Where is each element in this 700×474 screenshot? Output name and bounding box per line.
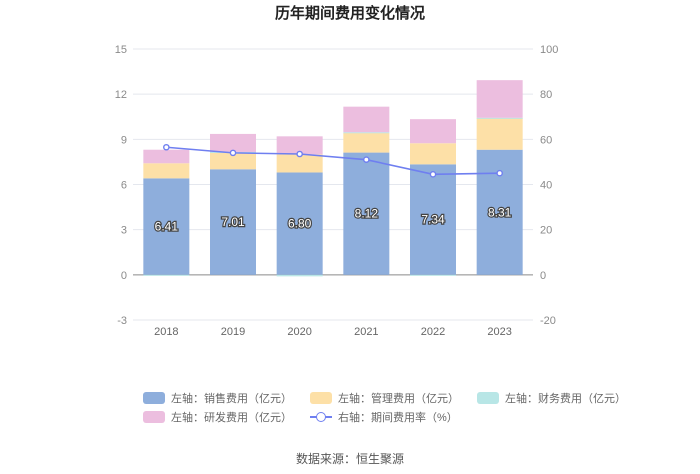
bar-segment-finance: [276, 274, 323, 277]
x-tick-label: 2023: [487, 326, 511, 338]
legend-item-rnd[interactable]: 左轴：研发费用（亿元）: [143, 409, 292, 425]
x-tick-label: 2019: [221, 326, 245, 338]
legend-swatch-rnd: [143, 411, 165, 423]
y-left-tick-label: 0: [121, 270, 127, 282]
legend-item-rate[interactable]: 右轴：期间费用率（%）: [310, 409, 458, 425]
bar-segment-admin: [343, 133, 390, 153]
y-left-tick-label: 9: [121, 134, 127, 146]
legend-row-1: 左轴：销售费用（亿元） 左轴：管理费用（亿元） 左轴：财务费用（亿元）: [143, 390, 644, 406]
bar-segment-finance: [343, 132, 390, 134]
rate-line: [166, 146, 500, 176]
bar-segment-admin: [476, 118, 523, 150]
legend-label-finance: 左轴：财务费用（亿元）: [505, 393, 626, 405]
bar-data-label: 6.80: [288, 217, 312, 231]
y-right-tick-label: 0: [540, 270, 546, 282]
y-right-tick-label: 60: [540, 134, 552, 146]
bar-data-label: 8.12: [355, 207, 379, 221]
bar-segment-admin: [143, 163, 190, 179]
rate-point: [229, 149, 237, 157]
y-right-tick-label: 40: [540, 180, 552, 192]
x-tick-label: 2020: [287, 326, 311, 338]
y-right-tick-label: 100: [540, 44, 558, 56]
bar-segment-rnd: [410, 119, 456, 144]
legend-label-rate: 右轴：期间费用率（%）: [338, 412, 458, 424]
bar-segment-rnd: [143, 149, 190, 164]
bar-segment-finance: [410, 274, 456, 276]
legend-swatch-sales: [143, 392, 165, 404]
bar-segment-sales: [410, 164, 456, 275]
bar-data-label: 7.34: [421, 213, 445, 227]
y-right-tick-label: -20: [540, 315, 556, 327]
y-right-tick-label: 20: [540, 225, 552, 237]
bar-segment-sales: [143, 178, 190, 275]
legend-label-rnd: 左轴：研发费用（亿元）: [171, 412, 292, 424]
bar-segment-finance: [476, 117, 523, 119]
bar-segment-rnd: [343, 106, 390, 133]
chart-title: 历年期间费用变化情况: [274, 5, 425, 22]
bar-segment-rnd: [276, 136, 323, 155]
bar-segment-sales: [343, 152, 390, 275]
bar-data-label: 7.01: [221, 215, 245, 229]
y-right-tick-label: 80: [540, 89, 552, 101]
legend-swatch-finance: [477, 392, 499, 404]
bar-segment-rnd: [476, 80, 523, 118]
x-tick-label: 2022: [421, 326, 445, 338]
bar-segment-admin: [410, 143, 456, 165]
x-tick-label: 2021: [354, 326, 378, 338]
legend-label-sales: 左轴：销售费用（亿元）: [171, 393, 292, 405]
bar-segment-sales: [276, 172, 323, 275]
bar-data-label: 8.31: [488, 205, 512, 219]
bar-segment-sales: [210, 169, 256, 275]
rate-point: [296, 150, 303, 158]
data-source: 数据来源：恒生聚源: [295, 452, 404, 466]
legend-label-admin: 左轴：管理费用（亿元）: [338, 393, 459, 405]
bar-segment-rnd: [210, 133, 256, 152]
bar-data-label: 6.41: [155, 220, 179, 234]
legend-swatch-admin: [310, 392, 332, 404]
y-left-tick-label: 3: [121, 225, 127, 237]
rate-point: [363, 156, 370, 163]
bar-segment-finance: [143, 274, 190, 276]
legend-item-admin[interactable]: 左轴：管理费用（亿元）: [310, 390, 459, 406]
legend-swatch-rate: [310, 411, 332, 423]
rate-point: [496, 169, 503, 177]
y-left-tick-label: 6: [121, 180, 127, 192]
y-left-tick-label: -3: [117, 315, 127, 327]
legend-item-sales[interactable]: 左轴：销售费用（亿元）: [143, 390, 292, 406]
rate-point: [163, 143, 170, 151]
legend-item-finance[interactable]: 左轴：财务费用（亿元）: [477, 390, 626, 406]
legend-row-2: 左轴：研发费用（亿元） 右轴：期间费用率（%）: [143, 409, 476, 425]
y-left-tick-label: 12: [115, 89, 127, 101]
x-tick-label: 2018: [154, 326, 178, 338]
bar-segment-admin: [276, 154, 323, 173]
rate-point: [429, 171, 437, 178]
bar-segment-admin: [210, 152, 256, 170]
y-left-tick-label: 15: [115, 44, 127, 56]
